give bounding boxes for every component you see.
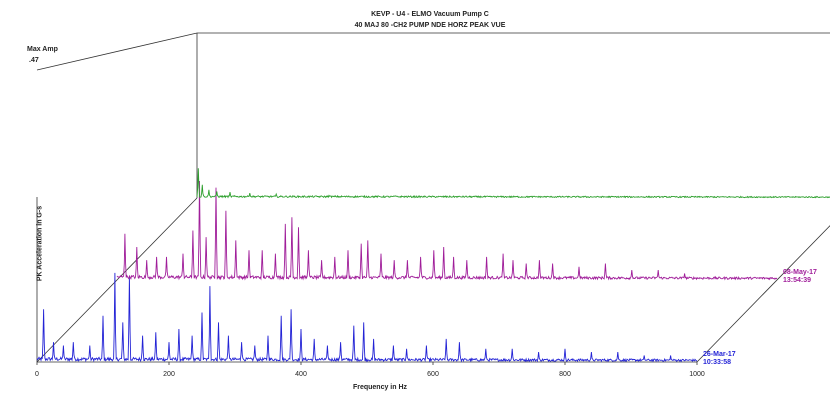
- max-amp-value: .47: [29, 57, 39, 64]
- x-axis-label: Frequency in Hz: [352, 384, 408, 391]
- x-tick-label: 800: [559, 371, 571, 378]
- trace-date-label: 08-May-17: [783, 269, 817, 276]
- x-tick-label: 1000: [689, 371, 705, 378]
- chart-frame: [36, 32, 830, 363]
- x-tick-label: 400: [295, 371, 307, 378]
- depth-edge-left: [36, 197, 198, 363]
- x-tick-label: 600: [427, 371, 439, 378]
- trace-date-label: 26-Mar-17: [703, 351, 736, 358]
- max-amp-label: Max Amp: [27, 46, 58, 53]
- chart-labels: 26-Mar-1710:33:5808-May-1713:54:3911-Jun…: [35, 269, 817, 378]
- trace-time-label: 13:54:39: [783, 277, 811, 284]
- trace-time-label: 10:33:58: [703, 359, 731, 366]
- x-tick-label: 200: [163, 371, 175, 378]
- x-tick-label: 0: [35, 371, 39, 378]
- max-amp-pointer: [36, 32, 198, 71]
- chart-subtitle: 40 MAJ 80 -CH2 PUMP NDE HORZ PEAK VUE: [354, 22, 506, 29]
- depth-edge-right: [696, 225, 830, 363]
- spectrum-trace-08-May-17: [116, 180, 778, 281]
- y-axis-label: PK Acceleration in G-s: [36, 205, 44, 282]
- chart-title: KEVP - U4 - ELMO Vacuum Pump C: [371, 11, 489, 18]
- spectrum-trace-26-Mar-17: [36, 272, 698, 363]
- spectrum-trace-11-Jun-17: [196, 168, 830, 199]
- spectrum-traces: [36, 168, 830, 363]
